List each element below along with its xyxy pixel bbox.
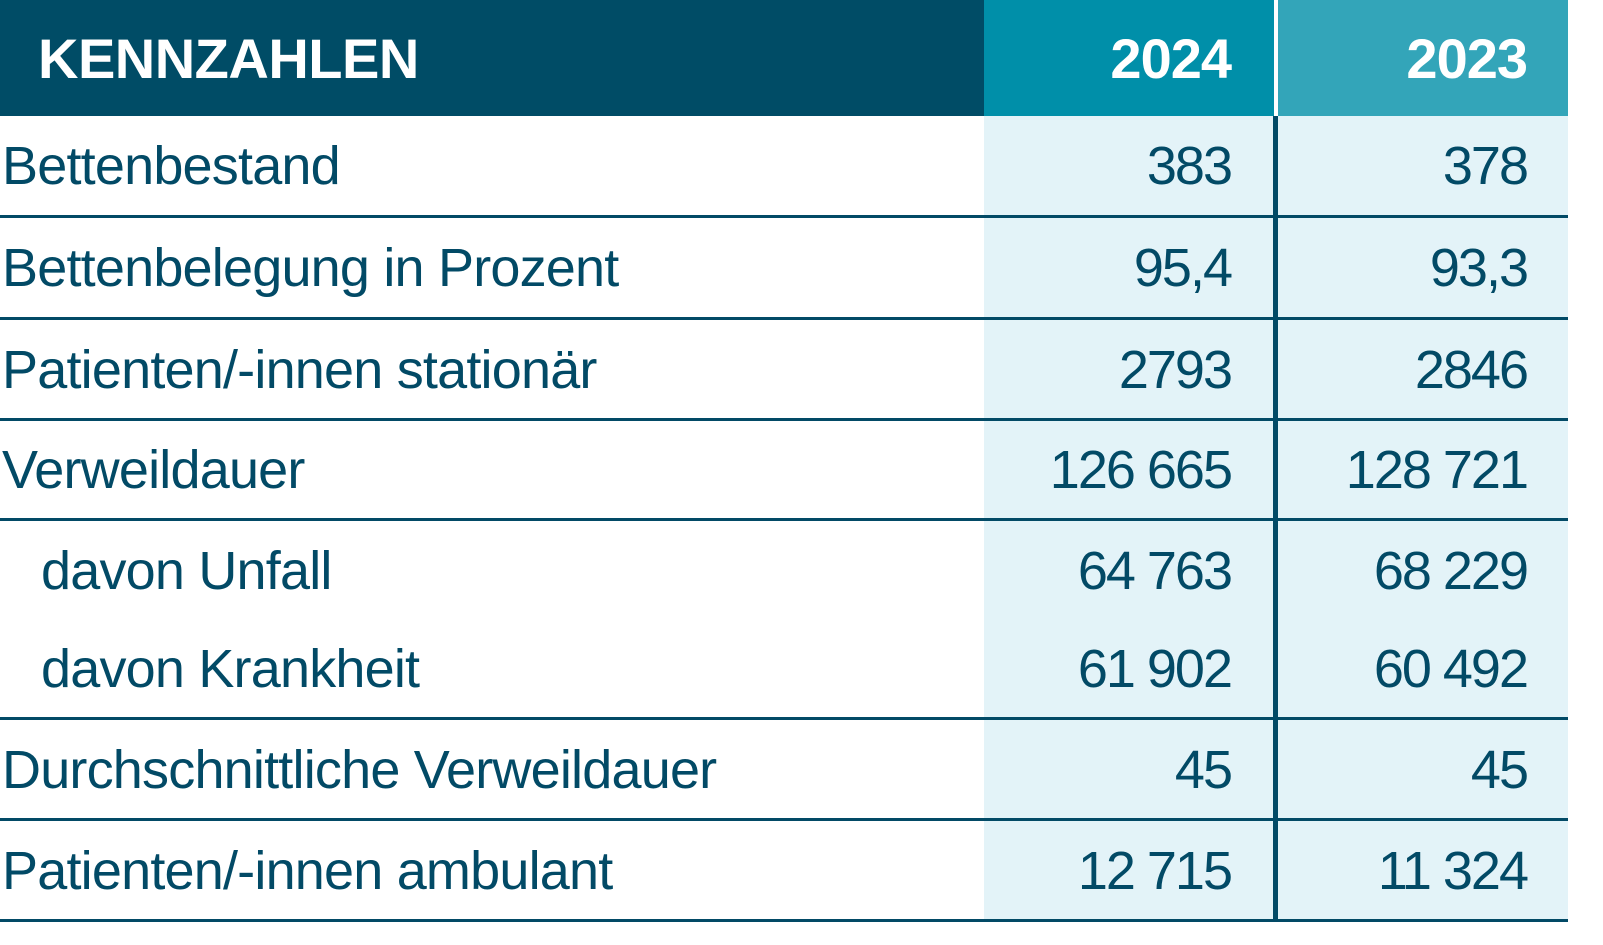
header-year-2023: 2023 xyxy=(1278,0,1568,116)
table-row: Durchschnittliche Verweildauer 45 45 xyxy=(0,720,1568,819)
row-label: Durchschnittliche Verweildauer xyxy=(2,739,717,800)
row-divider xyxy=(0,418,1568,421)
table-row: davon Unfall 64 763 68 229 xyxy=(0,521,1568,620)
table-row: Patienten/-innen stationär 2793 2846 xyxy=(0,320,1568,419)
value-2024: 45 xyxy=(984,720,1274,819)
value-2023: 68 229 xyxy=(1278,521,1568,620)
row-label: Patienten/-innen ambulant xyxy=(2,840,613,901)
value-2023: 378 xyxy=(1278,116,1568,216)
row-label: Verweildauer xyxy=(2,440,305,500)
row-divider xyxy=(0,215,1568,218)
value-2023: 93,3 xyxy=(1278,218,1568,318)
row-label: Patienten/-innen stationär xyxy=(2,339,597,400)
row-divider xyxy=(0,818,1568,821)
value-2024: 61 902 xyxy=(984,620,1274,718)
table-bottom-rule xyxy=(0,919,1568,922)
value-2023: 11 324 xyxy=(1278,821,1568,920)
kennzahlen-table: KENNZAHLEN 2024 2023 Bettenbestand 383 3… xyxy=(0,0,1568,922)
value-2024: 126 665 xyxy=(984,421,1274,519)
column-divider xyxy=(1273,116,1278,922)
row-label: davon Krankheit xyxy=(41,639,420,699)
row-divider xyxy=(0,518,1568,521)
table-row: Bettenbelegung in Prozent 95,4 93,3 xyxy=(0,218,1568,318)
header-title: KENNZAHLEN xyxy=(0,0,984,116)
value-2024: 2793 xyxy=(984,320,1274,419)
table-row: Verweildauer 126 665 128 721 xyxy=(0,421,1568,519)
table-row: davon Krankheit 61 902 60 492 xyxy=(0,620,1568,718)
row-label: davon Unfall xyxy=(41,540,332,601)
header-column-gap xyxy=(1274,0,1278,116)
value-2024: 383 xyxy=(984,116,1274,216)
value-2024: 95,4 xyxy=(984,218,1274,318)
value-2024: 64 763 xyxy=(984,521,1274,620)
table-row: Bettenbestand 383 378 xyxy=(0,116,1568,216)
row-label: Bettenbestand xyxy=(2,136,341,196)
value-2023: 60 492 xyxy=(1278,620,1568,718)
row-label: Bettenbelegung in Prozent xyxy=(2,238,619,298)
table-header-row: KENNZAHLEN 2024 2023 xyxy=(0,0,1568,116)
value-2023: 45 xyxy=(1278,720,1568,819)
table-row: Patienten/-innen ambulant 12 715 11 324 xyxy=(0,821,1568,920)
header-year-2024: 2024 xyxy=(984,0,1274,116)
value-2024: 12 715 xyxy=(984,821,1274,920)
row-divider xyxy=(0,317,1568,320)
value-2023: 128 721 xyxy=(1278,421,1568,519)
row-divider xyxy=(0,717,1568,720)
value-2023: 2846 xyxy=(1278,320,1568,419)
